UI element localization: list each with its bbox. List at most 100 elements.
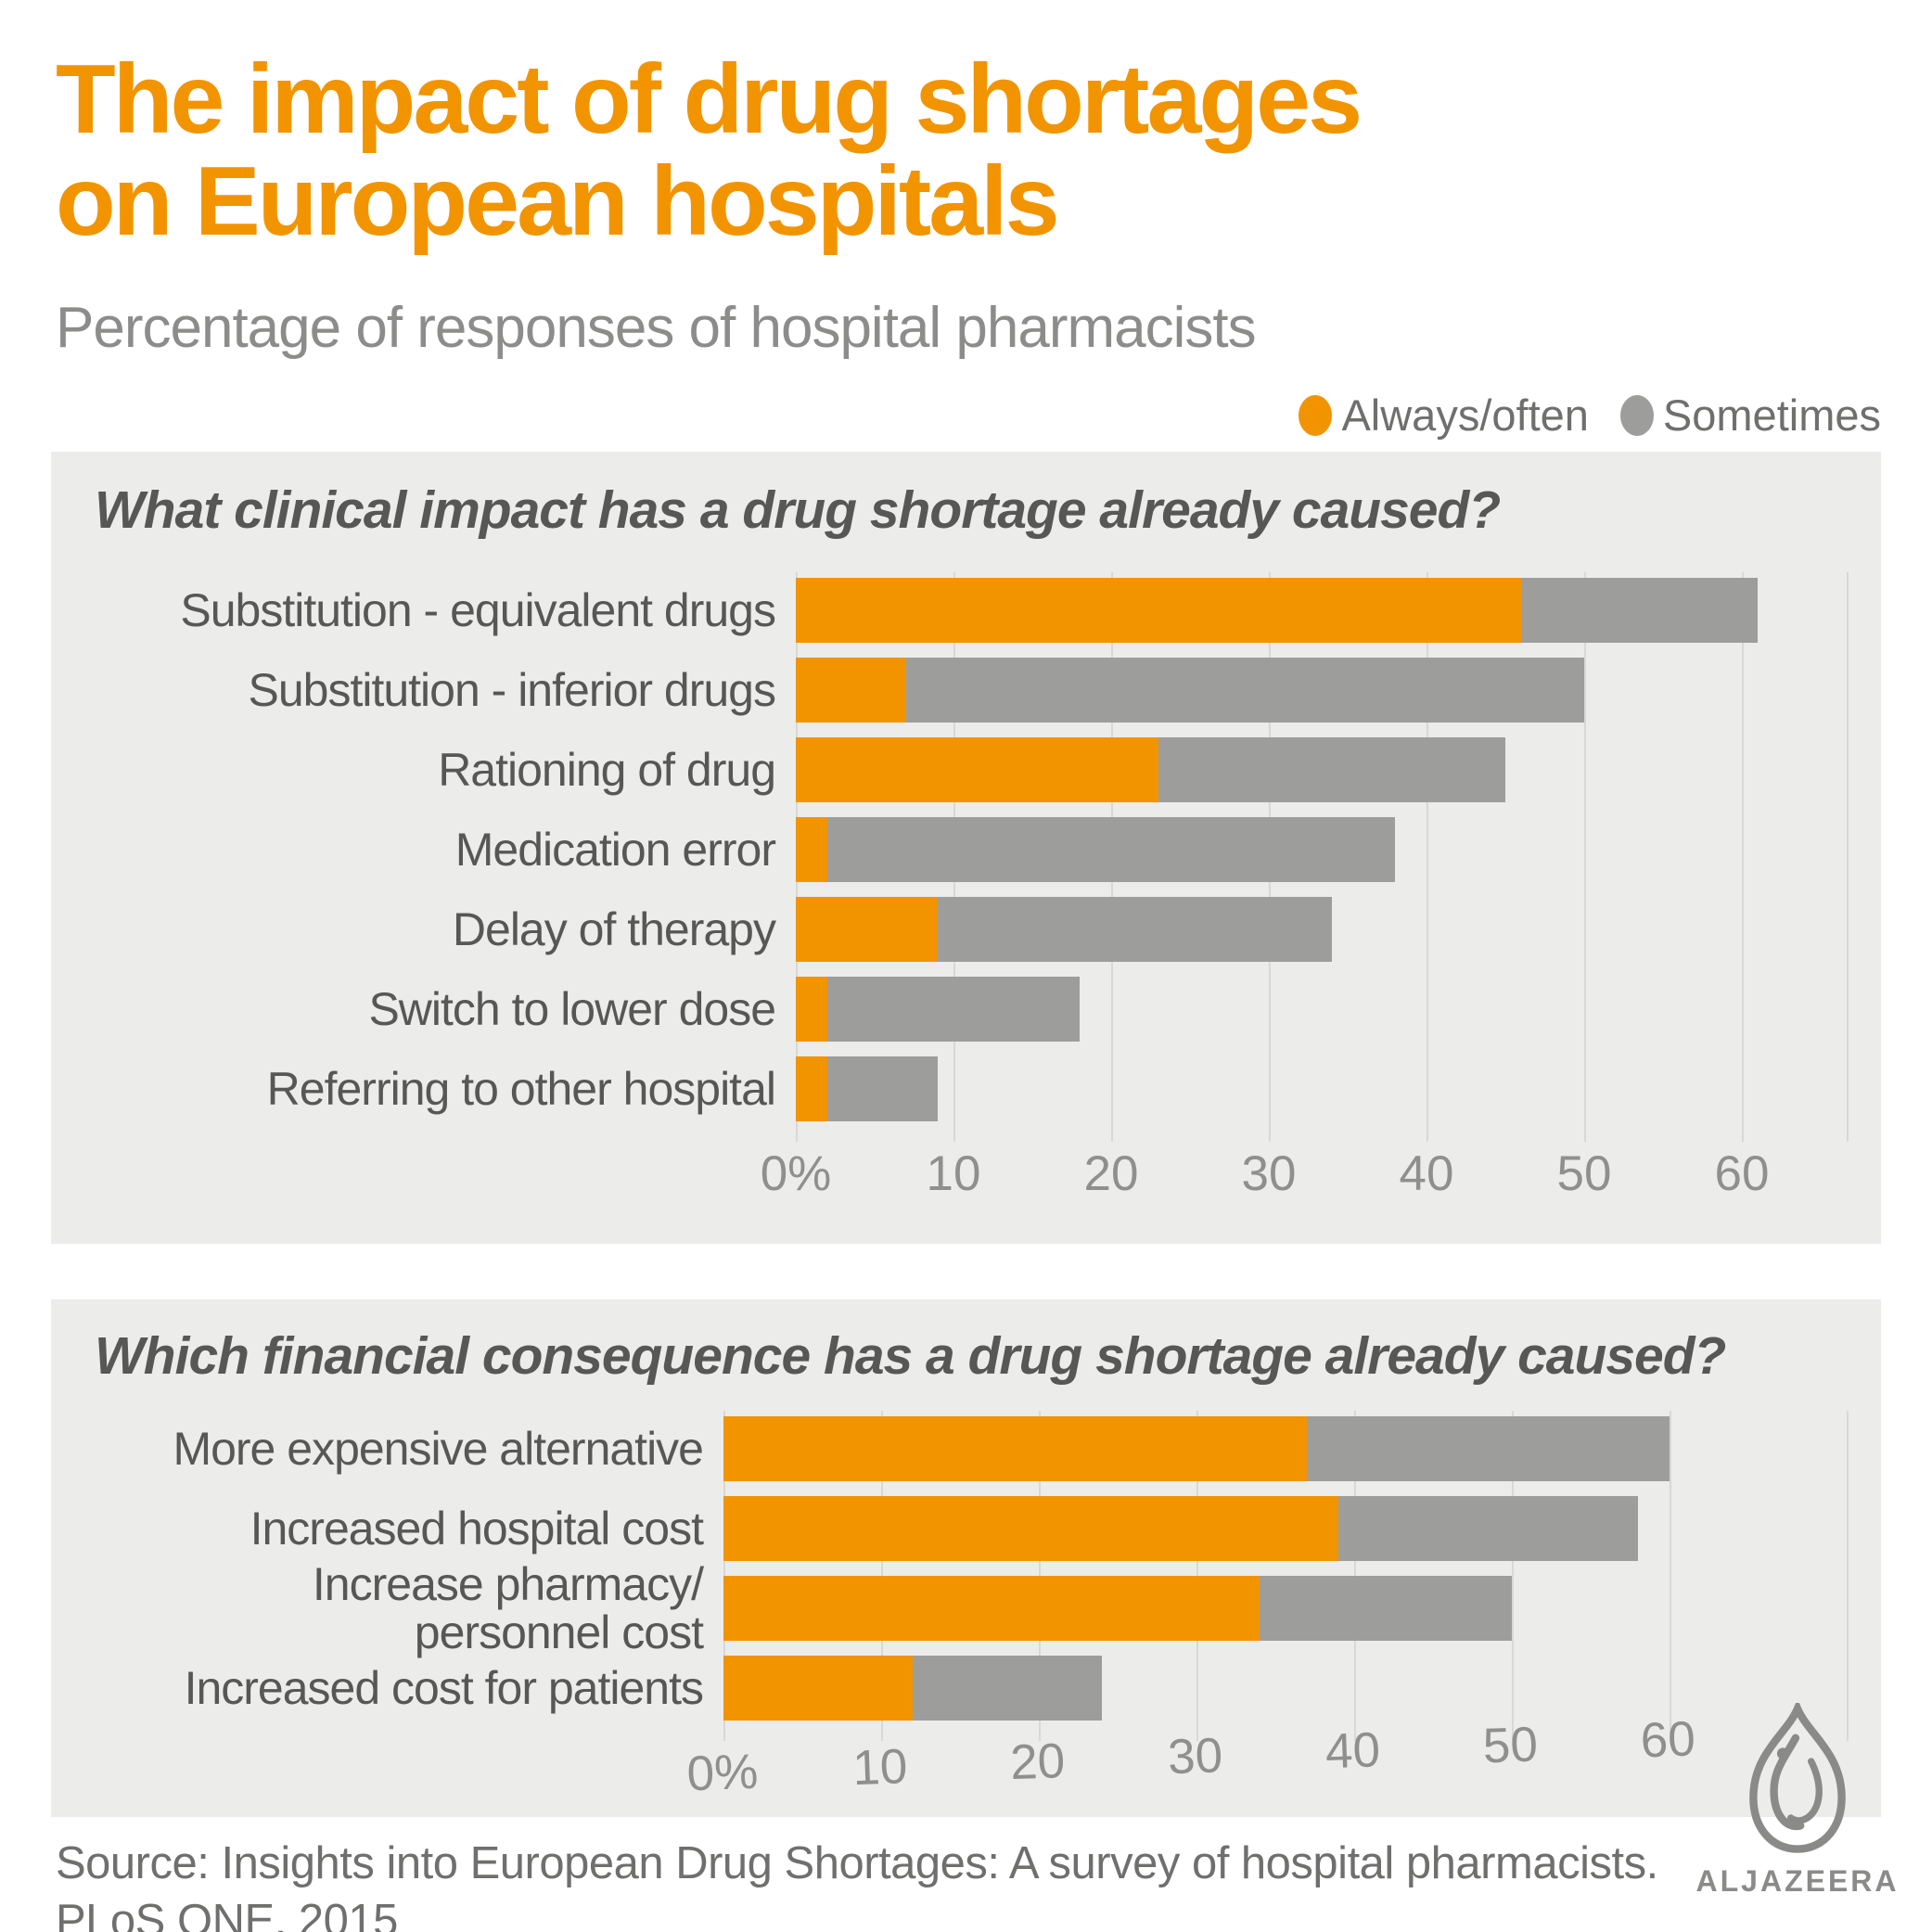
plot-right-border <box>1847 1411 1849 1742</box>
clinical-impact-question: What clinical impact has a drug shortage… <box>95 480 1501 541</box>
category-label: Switch to lower dose <box>368 983 776 1036</box>
legend-dot-always-often-icon <box>1299 394 1333 436</box>
bar-always-often <box>723 1496 1338 1562</box>
x-tick-label: 10 <box>926 1146 981 1202</box>
bar-sometimes <box>938 897 1332 963</box>
gridline <box>1742 572 1744 1143</box>
bar-track <box>796 578 1849 644</box>
bar-always-often <box>796 897 938 963</box>
plot-right-border <box>1847 572 1849 1143</box>
category-label: Substitution - inferior drugs <box>248 664 776 717</box>
chart-row: Switch to lower dose <box>83 977 1849 1043</box>
chart-row: Increased hospital cost <box>83 1496 1849 1562</box>
page-title-line2: on European hospitals <box>56 147 1060 257</box>
legend-label-sometimes: Sometimes <box>1662 390 1881 440</box>
page-title-line1: The impact of drug shortages <box>56 45 1363 154</box>
x-tick-label: 30 <box>1241 1146 1297 1202</box>
legend: Always/often Sometimes <box>1299 390 1881 441</box>
bar-sometimes <box>827 977 1080 1043</box>
aljazeera-logo: ALJAZEERA <box>1696 1703 1897 1899</box>
bar-track <box>796 737 1849 803</box>
gridline <box>1584 572 1586 1143</box>
legend-dot-sometimes-icon <box>1619 394 1654 436</box>
chart-row: Substitution - equivalent drugs <box>83 578 1849 644</box>
x-tick-label: 40 <box>1324 1722 1381 1780</box>
x-tick-label: 20 <box>1083 1146 1139 1202</box>
legend-item-sometimes: Sometimes <box>1619 390 1881 441</box>
x-tick-label: 60 <box>1639 1711 1696 1769</box>
gridline <box>1427 572 1428 1143</box>
bar-sometimes <box>913 1656 1102 1721</box>
x-tick-label: 0% <box>685 1745 760 1802</box>
bar-track <box>796 817 1849 883</box>
chart-row: Referring to other hospital <box>83 1056 1849 1122</box>
category-label: Increased cost for patients <box>184 1662 704 1715</box>
bar-always-often <box>723 1656 913 1721</box>
bar-always-often <box>796 658 906 723</box>
chart-row: More expensive alternative <box>83 1416 1849 1482</box>
category-label: Medication error <box>454 824 776 876</box>
legend-label-always-often: Always/often <box>1341 390 1589 440</box>
category-label: Increased hospital cost <box>249 1503 704 1555</box>
x-tick-label: 50 <box>1556 1146 1612 1202</box>
bar-sometimes <box>906 658 1584 723</box>
bar-sometimes <box>1307 1416 1670 1482</box>
source-line2: PLoS ONE, 2015 <box>56 1896 398 1932</box>
clinical-impact-panel: What clinical impact has a drug shortage… <box>51 452 1881 1245</box>
bar-always-often <box>796 977 827 1043</box>
bar-always-often <box>723 1416 1307 1482</box>
x-tick-label: 60 <box>1714 1146 1770 1202</box>
aljazeera-logo-text: ALJAZEERA <box>1695 1864 1900 1898</box>
financial-consequence-panel: Which financial consequence has a drug s… <box>51 1299 1881 1818</box>
page-title: The impact of drug shortages on European… <box>56 45 1881 257</box>
chart-row: Increase pharmacy/ personnel cost <box>83 1557 1849 1659</box>
source-note: Source: Insights into European Drug Shor… <box>56 1836 1881 1932</box>
bar-track <box>723 1576 1849 1642</box>
bar-track <box>796 1056 1849 1122</box>
bar-always-often <box>796 817 827 883</box>
clinical-impact-chart: Substitution - equivalent drugs Substitut… <box>83 572 1849 1143</box>
bar-track <box>723 1656 1849 1721</box>
category-label: Referring to other hospital <box>266 1063 776 1116</box>
bar-sometimes <box>1260 1576 1512 1642</box>
financial-consequence-chart: More expensive alternative Increased hosp… <box>83 1411 1849 1742</box>
x-tick-label: 50 <box>1481 1717 1539 1774</box>
bar-always-often <box>723 1576 1260 1642</box>
bar-always-often <box>796 1056 827 1122</box>
bar-track <box>723 1416 1849 1482</box>
bar-track <box>723 1496 1849 1562</box>
bar-sometimes <box>1521 578 1758 644</box>
x-tick-label: 10 <box>851 1739 909 1797</box>
bar-sometimes <box>827 1056 938 1122</box>
bar-sometimes <box>1158 737 1505 803</box>
bar-track <box>796 977 1849 1043</box>
chart-row: Increased cost for patients <box>83 1656 1849 1721</box>
source-line1: Source: Insights into European Drug Shor… <box>56 1838 1658 1889</box>
category-label: Substitution - equivalent drugs <box>180 584 776 637</box>
chart-row: Substitution - inferior drugs <box>83 658 1849 723</box>
gridline <box>1512 1411 1514 1742</box>
chart-row: Delay of therapy <box>83 897 1849 963</box>
x-tick-label: 30 <box>1167 1728 1224 1785</box>
clinical-impact-x-axis: 0% 10 20 30 40 50 60 <box>761 1145 1849 1203</box>
financial-consequence-question: Which financial consequence has a drug s… <box>95 1326 1726 1387</box>
category-label: Delay of therapy <box>452 903 776 956</box>
bar-track <box>796 897 1849 963</box>
x-tick-label: 0% <box>760 1146 832 1202</box>
bar-always-often <box>796 578 1521 644</box>
chart-row: Rationing of drug <box>83 737 1849 803</box>
gridline <box>1670 1411 1671 1742</box>
x-tick-label: 20 <box>1009 1734 1067 1791</box>
bar-always-often <box>796 737 1158 803</box>
category-label: Increase pharmacy/ personnel cost <box>312 1557 704 1659</box>
category-label: Rationing of drug <box>438 744 776 797</box>
bar-sometimes <box>1338 1496 1638 1562</box>
x-tick-label: 40 <box>1399 1146 1454 1202</box>
header: The impact of drug shortages on European… <box>0 0 1932 361</box>
chart-row: Medication error <box>83 817 1849 883</box>
page-subtitle: Percentage of responses of hospital phar… <box>56 296 1257 361</box>
bar-track <box>796 658 1849 723</box>
legend-item-always-often: Always/often <box>1299 390 1589 441</box>
bar-sometimes <box>827 817 1395 883</box>
